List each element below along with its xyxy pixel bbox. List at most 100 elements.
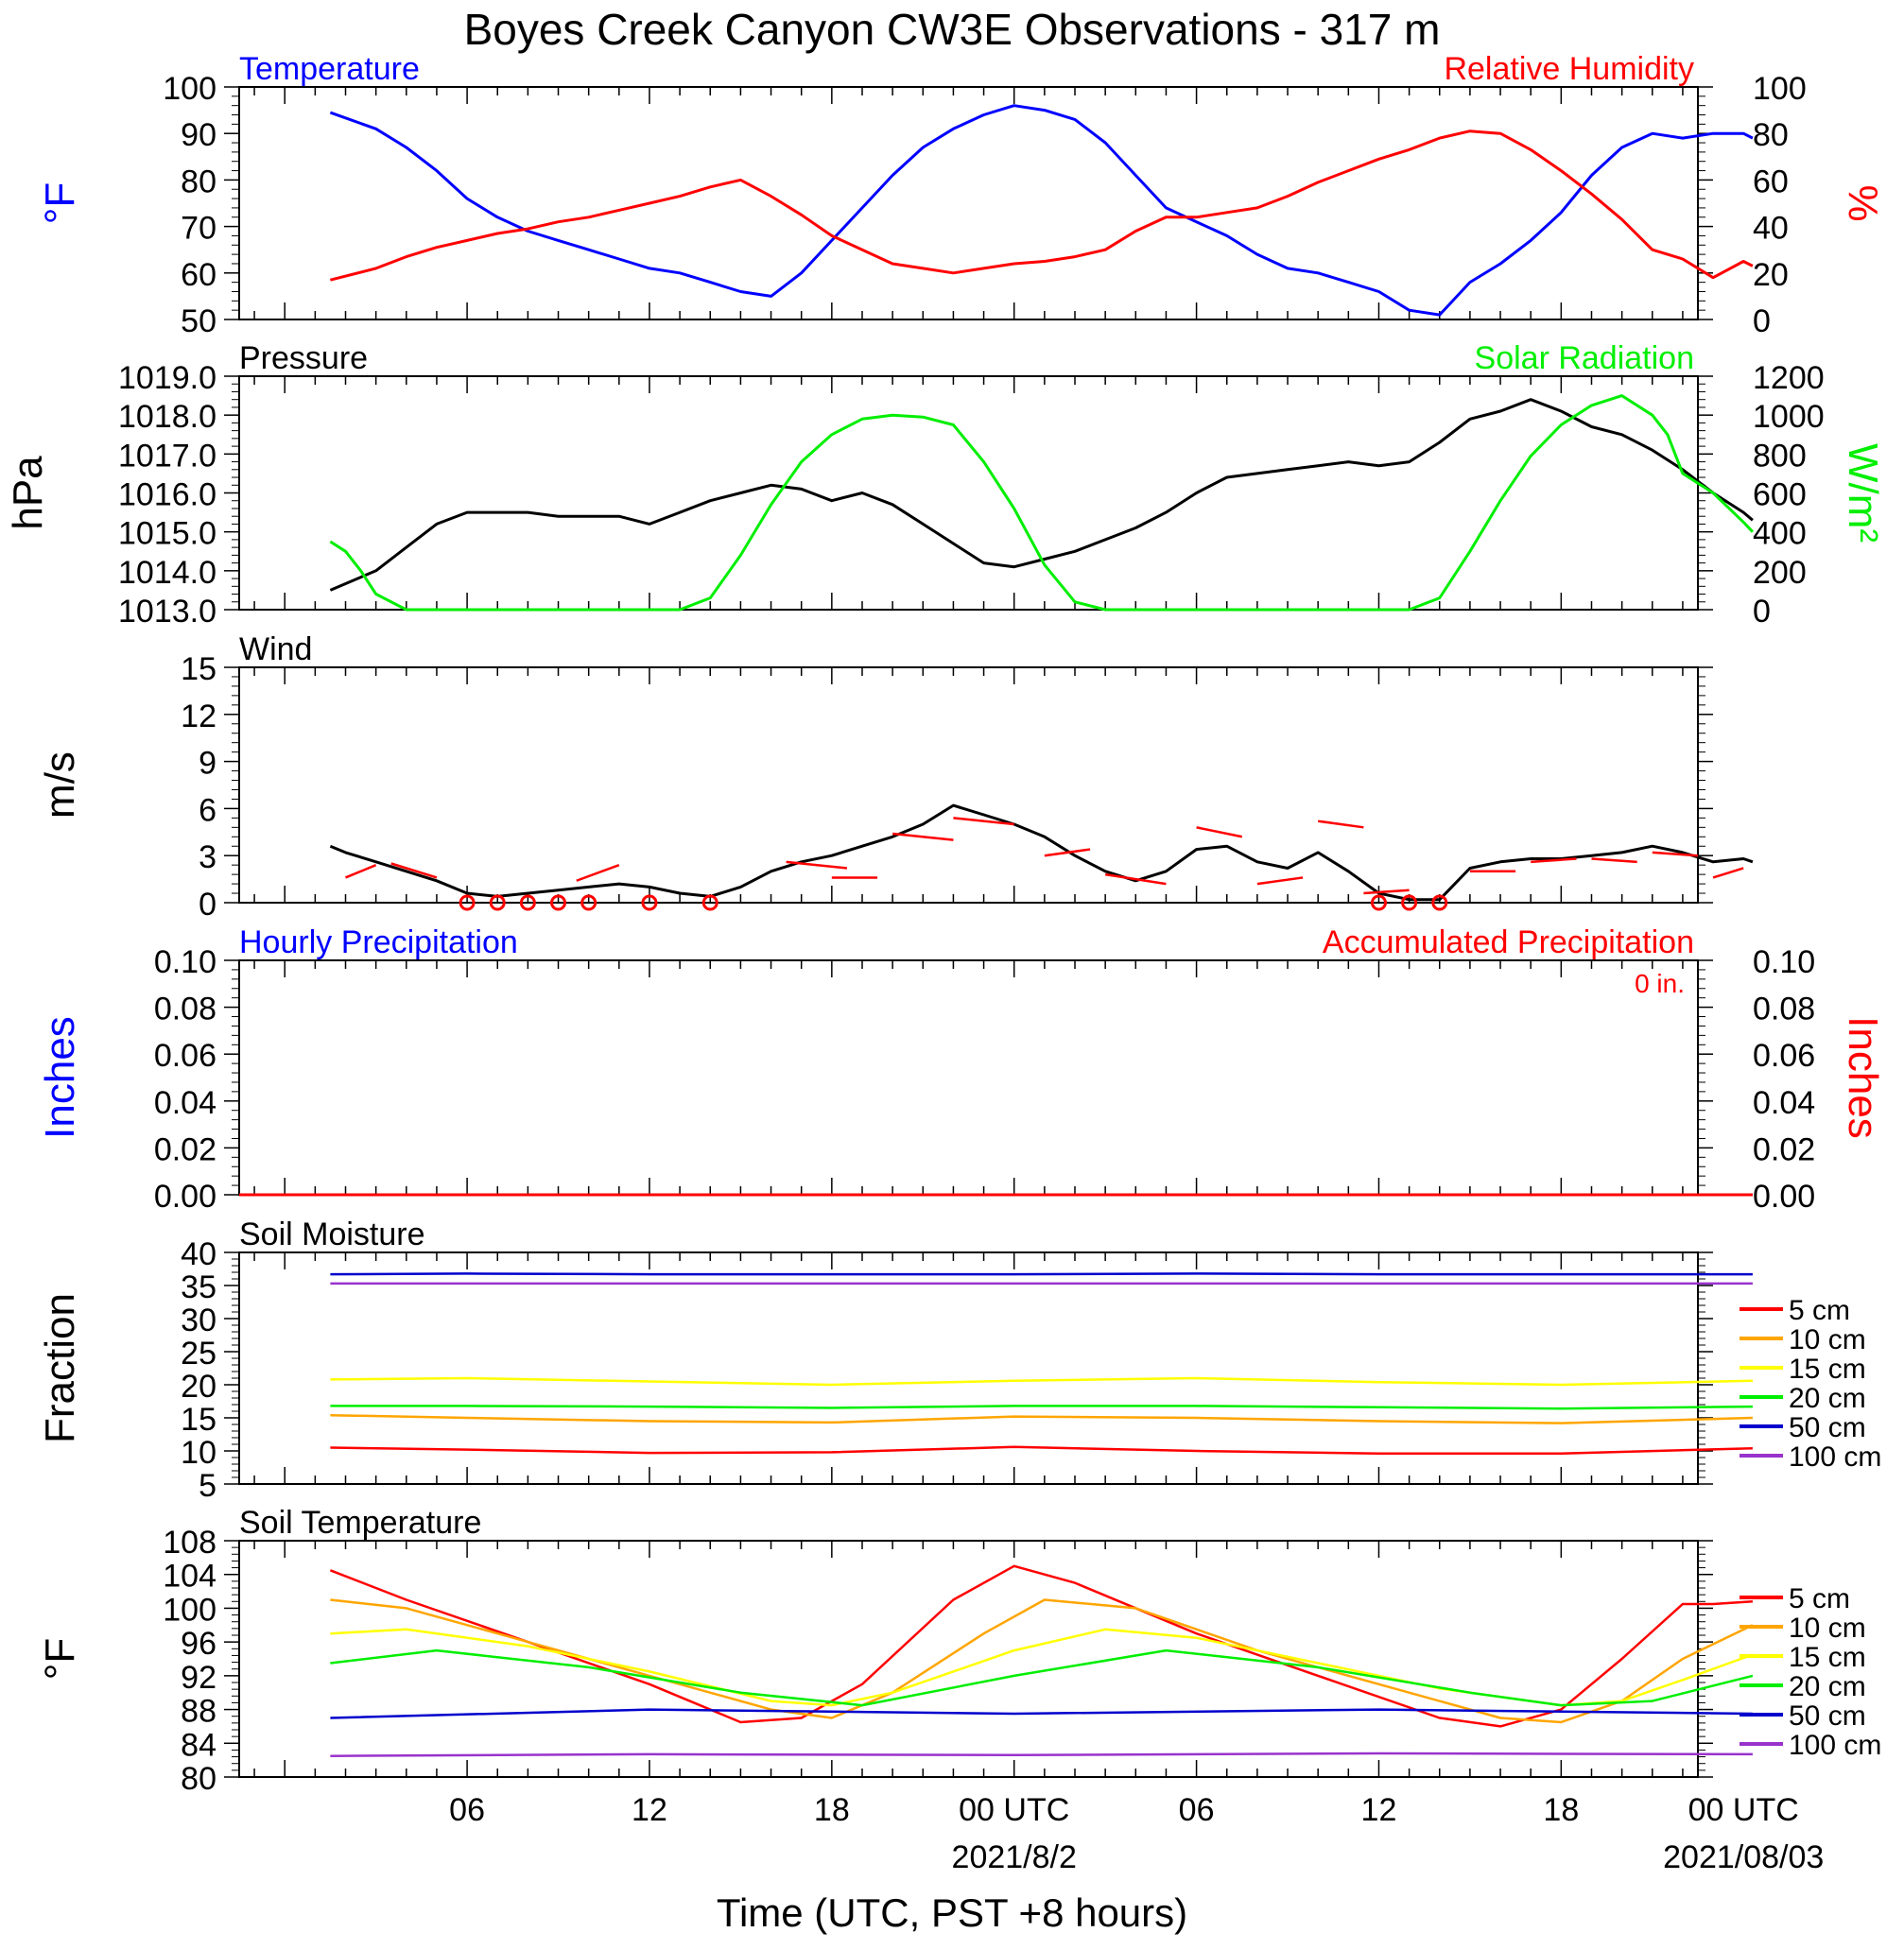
x-tick-label: 12 [1361, 1792, 1397, 1828]
y-tick-label: 10 [181, 1435, 216, 1471]
series-line-1 [330, 1413, 1753, 1424]
series-line-5 [330, 1752, 1753, 1757]
legend-label: 10 cm [1789, 1324, 1866, 1355]
accumulated-total-label: 0 in. [1635, 969, 1685, 998]
x-tick-label: 18 [814, 1792, 850, 1828]
y-right-tick-label: 100 [1753, 71, 1807, 107]
y-right-tick-label: 600 [1753, 477, 1807, 513]
y-tick-label: 100 [163, 1592, 216, 1628]
y-right-tick-label: 800 [1753, 438, 1807, 474]
y-tick-label: 15 [181, 651, 216, 687]
wind-barb [786, 860, 848, 870]
wind-barb [390, 862, 438, 879]
y-tick-label: 80 [181, 1761, 216, 1797]
legend-label: 100 cm [1789, 1441, 1881, 1473]
wind-barb [1318, 820, 1364, 829]
series-line-0 [329, 398, 1754, 592]
y-tick-label: 9 [199, 746, 216, 782]
y-right-tick-label: 0.06 [1753, 1038, 1815, 1074]
y-axis-label-left: Inches [37, 1016, 83, 1139]
calm-wind-marker [519, 894, 536, 911]
legend-label: 10 cm [1789, 1613, 1866, 1644]
legend-label: 100 cm [1789, 1730, 1881, 1761]
calm-wind-marker [459, 894, 476, 911]
series-line-4 [330, 1272, 1753, 1276]
y-tick-label: 60 [181, 257, 216, 293]
y-tick-label: 108 [163, 1525, 216, 1561]
legend-label: 15 cm [1789, 1354, 1866, 1385]
y-tick-label: 1015.0 [118, 516, 216, 552]
y-axis-label-left: Fraction [37, 1293, 83, 1443]
series-line-4 [330, 1708, 1753, 1719]
y-tick-label: 40 [181, 1236, 216, 1272]
y-tick-label: 1017.0 [118, 438, 216, 474]
wind-barb [1256, 876, 1304, 886]
y-tick-label: 1014.0 [118, 555, 216, 591]
y-right-tick-label: 200 [1753, 555, 1807, 591]
series-line-1 [330, 129, 1754, 282]
y-tick-label: 5 [199, 1468, 216, 1504]
wind-barb [1363, 889, 1410, 895]
x-tick-label: 06 [449, 1792, 485, 1828]
y-tick-label: 1019.0 [118, 360, 216, 396]
y-axis-label-right: W/m² [1840, 443, 1886, 543]
series-line-1 [329, 394, 1754, 612]
y-tick-label: 20 [181, 1369, 216, 1405]
panel-title-left: Hourly Precipitation [239, 924, 518, 960]
y-right-tick-label: 1000 [1753, 399, 1825, 435]
panel-wind [224, 666, 1754, 904]
panel-title-left: Pressure [239, 340, 368, 376]
y-tick-label: 80 [181, 164, 216, 199]
y-right-tick-label: 40 [1753, 211, 1789, 247]
x-tick-label: 18 [1543, 1792, 1579, 1828]
legend-label: 15 cm [1789, 1642, 1866, 1673]
y-tick-label: 0.00 [154, 1179, 216, 1215]
panel-title-left: Soil Temperature [239, 1505, 481, 1541]
y-right-tick-label: 60 [1753, 164, 1789, 199]
wind-barb [953, 817, 1014, 826]
y-tick-label: 12 [181, 699, 216, 734]
series-line-0 [329, 1564, 1753, 1728]
series-line-2 [330, 1376, 1753, 1387]
legend-label: 50 cm [1789, 1412, 1866, 1443]
panel-title-left: Soil Moisture [239, 1217, 425, 1252]
y-right-tick-label: 0.00 [1753, 1179, 1815, 1215]
y-tick-label: 15 [181, 1402, 216, 1438]
wind-barb [1044, 848, 1091, 857]
y-tick-label: 0.06 [154, 1038, 216, 1074]
y-right-tick-label: 80 [1753, 117, 1789, 153]
y-right-tick-label: 400 [1753, 516, 1807, 552]
x-tick-label: 00 UTC [959, 1792, 1069, 1828]
wind-barb [1104, 872, 1167, 886]
panel-title-right: Solar Radiation [1475, 340, 1694, 376]
y-tick-label: 0.04 [154, 1085, 216, 1121]
legend-label: 5 cm [1789, 1583, 1850, 1614]
y-right-tick-label: 0.04 [1753, 1085, 1815, 1121]
panel-title-left: Temperature [239, 51, 420, 87]
y-right-tick-label: 1200 [1753, 360, 1825, 396]
y-tick-label: 35 [181, 1269, 216, 1305]
series-line-3 [330, 1405, 1753, 1410]
y-axis-label-right: % [1840, 184, 1886, 221]
x-axis-title: Time (UTC, PST +8 hours) [716, 1890, 1188, 1935]
y-axis-label-left: °F [37, 1638, 83, 1680]
panel-title-right: Relative Humidity [1444, 51, 1694, 87]
series-line-3 [330, 1648, 1754, 1707]
wind-barb [1591, 857, 1637, 864]
panel-soil_moisture [224, 1251, 1783, 1485]
panel-frame [238, 1251, 1699, 1485]
y-tick-label: 1013.0 [118, 594, 216, 630]
series-line-0 [329, 803, 1754, 902]
calm-wind-marker [641, 894, 658, 911]
wind-barb [576, 863, 620, 882]
panel-pressure_solar [224, 375, 1754, 612]
y-axis-label-left: hPa [5, 456, 51, 530]
calm-wind-marker [1431, 894, 1448, 911]
calm-wind-marker [701, 894, 718, 911]
x-date-label: 2021/08/03 [1663, 1839, 1824, 1875]
y-right-tick-label: 0 [1753, 303, 1771, 339]
y-right-tick-label: 0 [1753, 594, 1771, 630]
calm-wind-marker [489, 894, 506, 911]
y-tick-label: 0 [199, 887, 216, 923]
